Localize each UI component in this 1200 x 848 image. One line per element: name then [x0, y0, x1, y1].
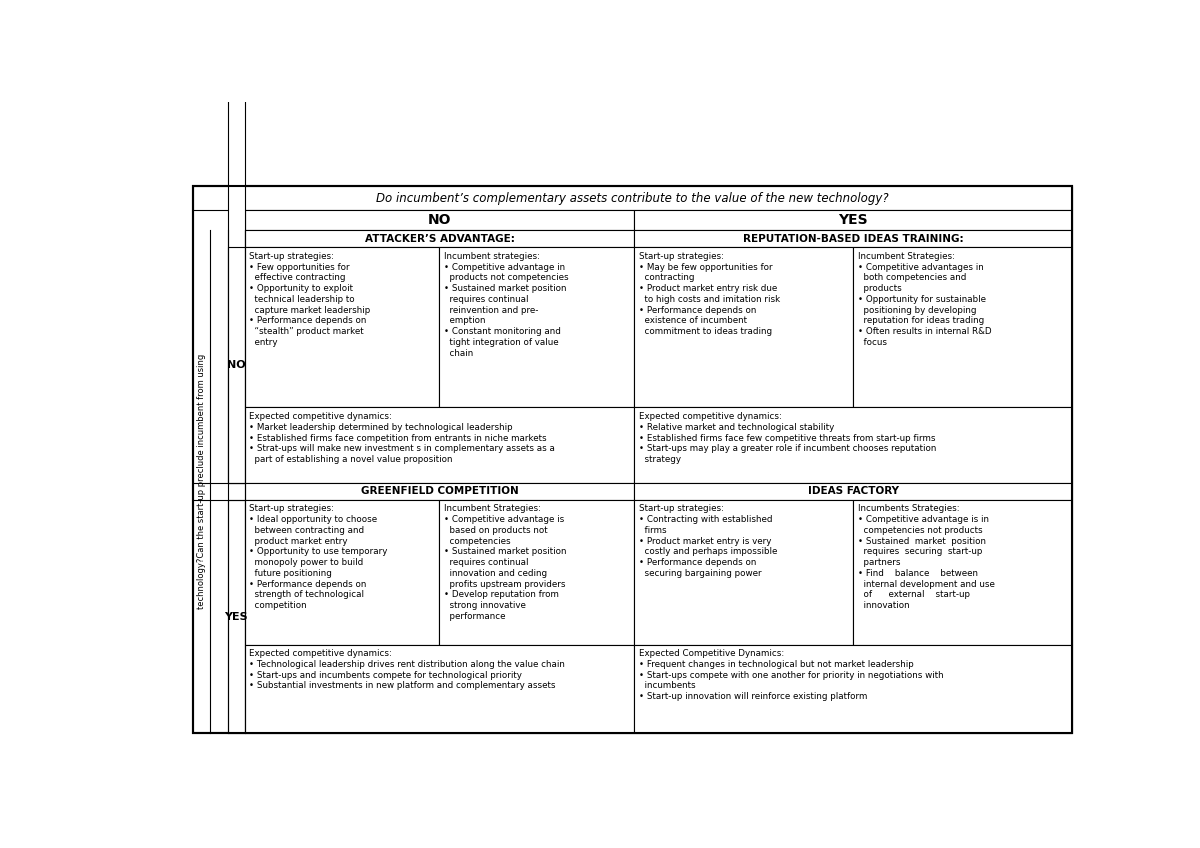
Bar — [439, 499, 635, 644]
Bar — [635, 644, 1073, 734]
Bar — [439, 248, 635, 407]
Text: Start-up strategies:
• May be few opportunities for
  contracting
• Product mark: Start-up strategies: • May be few opport… — [640, 252, 780, 336]
Text: Expected competitive dynamics:
• Market leadership determined by technological l: Expected competitive dynamics: • Market … — [250, 412, 556, 464]
Text: Start-up strategies:
• Ideal opportunity to choose
  between contracting and
  p: Start-up strategies: • Ideal opportunity… — [250, 505, 388, 611]
Bar — [635, 231, 1073, 248]
Bar — [245, 209, 635, 231]
Bar — [245, 231, 635, 248]
Bar — [228, 499, 245, 734]
Bar — [853, 499, 1073, 644]
Text: Start-up strategies:
• Contracting with established
  firms
• Product market ent: Start-up strategies: • Contracting with … — [640, 505, 778, 578]
Bar — [245, 499, 439, 644]
Bar — [245, 644, 635, 734]
Text: YES: YES — [839, 213, 868, 227]
Text: NO: NO — [427, 213, 451, 227]
Bar — [193, 187, 1073, 209]
Bar — [635, 248, 853, 407]
Text: Incumbent Strategies:
• Competitive advantages in
  both competencies and
  prod: Incumbent Strategies: • Competitive adva… — [858, 252, 991, 347]
Text: Expected Competitive Dynamics:
• Frequent changes in technological but not marke: Expected Competitive Dynamics: • Frequen… — [640, 650, 943, 701]
Text: Start-up strategies:
• Few opportunities for
  effective contracting
• Opportuni: Start-up strategies: • Few opportunities… — [250, 252, 371, 347]
Bar — [853, 248, 1073, 407]
Bar — [635, 209, 1073, 231]
Text: IDEAS FACTORY: IDEAS FACTORY — [808, 487, 899, 496]
Text: GREENFIELD COMPETITION: GREENFIELD COMPETITION — [360, 487, 518, 496]
Bar — [228, 248, 245, 483]
Text: NO: NO — [227, 360, 245, 370]
Text: Incumbents Strategies:
• Competitive advantage is in
  competencies not products: Incumbents Strategies: • Competitive adv… — [858, 505, 995, 611]
Bar — [245, 407, 635, 483]
Text: YES: YES — [224, 611, 248, 622]
Bar — [635, 499, 853, 644]
Bar — [228, 12, 245, 483]
Text: Incumbent Strategies:
• Competitive advantage is
  based on products not
  compe: Incumbent Strategies: • Competitive adva… — [444, 505, 566, 621]
Bar — [193, 187, 1073, 734]
Bar — [635, 407, 1073, 483]
Text: Expected competitive dynamics:
• Relative market and technological stability
• E: Expected competitive dynamics: • Relativ… — [640, 412, 936, 464]
Bar — [193, 187, 1073, 734]
Bar — [635, 483, 1073, 499]
Bar — [245, 248, 439, 407]
Text: Expected competitive dynamics:
• Technological leadership drives rent distributi: Expected competitive dynamics: • Technol… — [250, 650, 565, 690]
Text: REPUTATION-BASED IDEAS TRAINING:: REPUTATION-BASED IDEAS TRAINING: — [743, 234, 964, 244]
Text: Incumbent strategies:
• Competitive advantage in
  products not competencies
• S: Incumbent strategies: • Competitive adva… — [444, 252, 569, 358]
Bar — [245, 483, 635, 499]
Text: Do incumbent’s complementary assets contribute to the value of the new technolog: Do incumbent’s complementary assets cont… — [376, 192, 889, 204]
Text: technology?Can the start-up preclude incumbent from using: technology?Can the start-up preclude inc… — [197, 354, 205, 610]
Text: ATTACKER’S ADVANTAGE:: ATTACKER’S ADVANTAGE: — [365, 234, 515, 244]
